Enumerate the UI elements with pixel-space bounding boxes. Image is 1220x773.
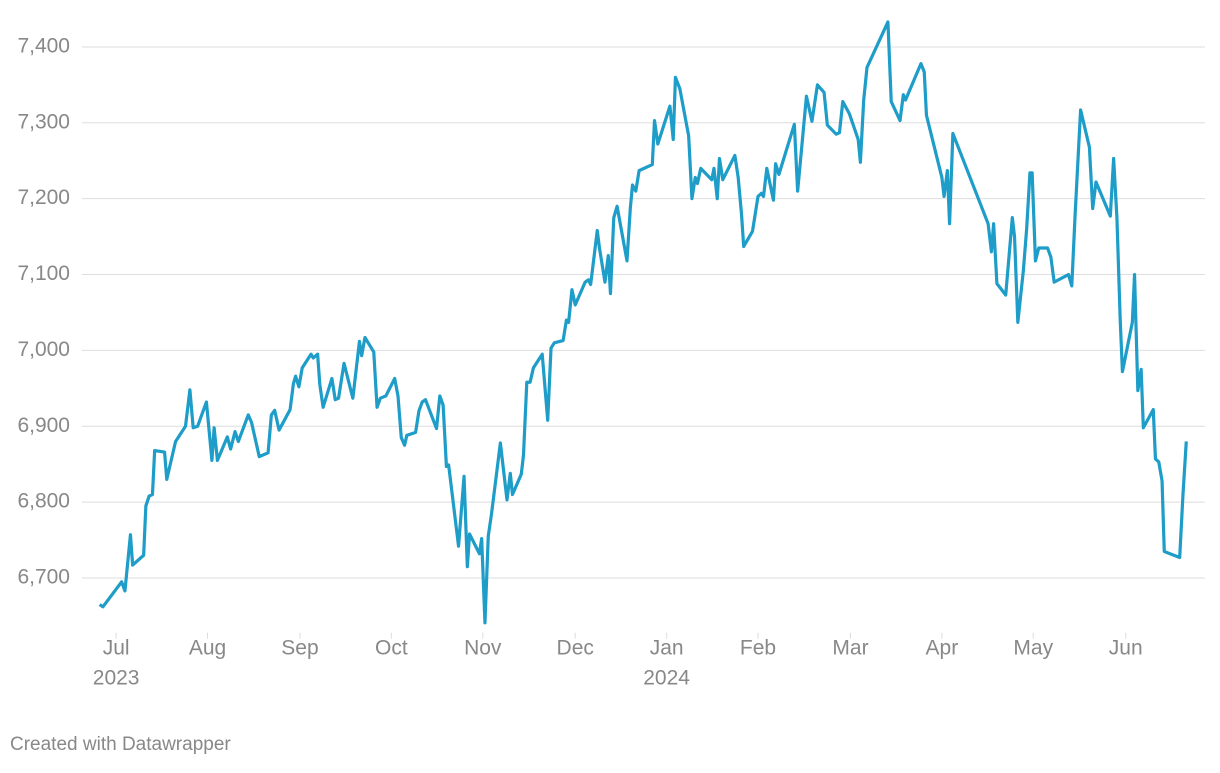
y-tick-label: 7,200 xyxy=(17,186,70,209)
x-tick-label: Mar xyxy=(832,637,868,660)
y-tick-label: 7,400 xyxy=(17,34,70,57)
line xyxy=(98,20,1188,625)
x-tick-year: 2024 xyxy=(643,667,690,690)
x-tick-label: Apr xyxy=(926,637,959,660)
y-tick-label: 7,000 xyxy=(17,338,70,361)
footer: Created with Datawrapper xyxy=(10,734,231,755)
x-tick-label: Dec xyxy=(557,637,594,660)
y-tick-label: 6,800 xyxy=(17,490,70,513)
y-tick-label: 6,900 xyxy=(17,414,70,437)
y-tick-label: 7,300 xyxy=(17,110,70,133)
x-tick-label: Jan xyxy=(650,637,684,660)
x-tick-label: Nov xyxy=(464,637,502,660)
x-tick-label: Sep xyxy=(281,637,318,660)
x-tick-label: Oct xyxy=(375,637,408,660)
x-tick-label: Feb xyxy=(740,637,776,660)
y-tick-label: 6,700 xyxy=(17,566,70,589)
y-tick-label: 7,100 xyxy=(17,262,70,285)
x-tick-label: Jul xyxy=(103,637,130,660)
x-tick-label: Jun xyxy=(1109,637,1143,660)
x-tick-label: May xyxy=(1013,637,1053,660)
x-tick-year: 2023 xyxy=(93,667,140,690)
x-tick-label: Aug xyxy=(189,637,226,660)
